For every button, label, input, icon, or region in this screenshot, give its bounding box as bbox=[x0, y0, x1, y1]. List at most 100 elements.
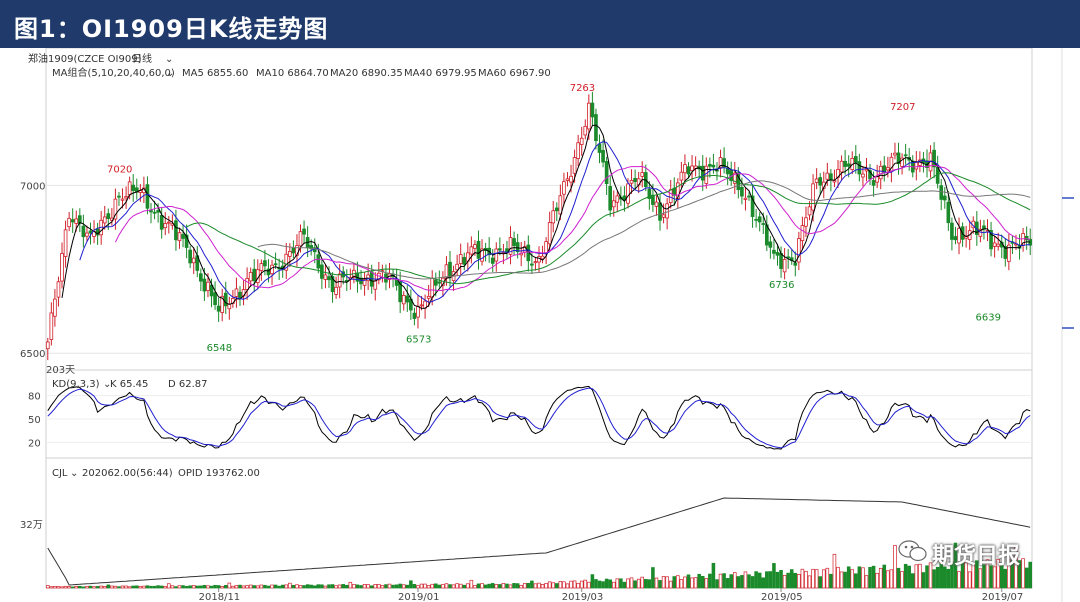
volume-bar bbox=[971, 562, 976, 589]
volume-bar bbox=[238, 584, 242, 589]
volume-bar bbox=[60, 586, 64, 589]
volume-ticks: 32万 bbox=[20, 520, 43, 531]
candle-body bbox=[825, 172, 830, 180]
kd-lines bbox=[47, 385, 1031, 450]
volume-bar bbox=[558, 581, 563, 589]
volume-bar bbox=[636, 578, 641, 589]
candle-body bbox=[661, 214, 666, 218]
volume-bar bbox=[195, 585, 200, 589]
candle-body bbox=[490, 257, 495, 264]
volume-bar bbox=[914, 564, 919, 589]
kd-label[interactable]: KD(9,3,3) bbox=[52, 379, 100, 390]
candle-body bbox=[829, 173, 833, 181]
price-extreme-label: 6548 bbox=[207, 343, 232, 354]
volume-bar bbox=[320, 584, 324, 589]
volume-bar bbox=[106, 584, 111, 589]
volume-bar bbox=[537, 582, 541, 589]
volume-bar bbox=[124, 585, 128, 589]
volume-bar bbox=[377, 583, 381, 589]
volume-bar bbox=[729, 574, 733, 589]
candle-body bbox=[166, 221, 171, 224]
volume-bar bbox=[355, 584, 360, 589]
candle-body bbox=[248, 272, 253, 282]
volume-bar bbox=[918, 563, 922, 589]
vol-label[interactable]: CJL bbox=[52, 468, 68, 479]
volume-bar bbox=[611, 581, 616, 589]
candle-body bbox=[775, 252, 780, 256]
volume-bar bbox=[170, 585, 175, 589]
volume-bar bbox=[1024, 567, 1029, 589]
candle-body bbox=[711, 164, 716, 168]
price-ticks: 7000 6500 bbox=[20, 181, 45, 360]
kd-tick-label: 50 bbox=[28, 415, 41, 426]
volume-bar bbox=[896, 567, 901, 589]
volume-bar bbox=[209, 585, 214, 589]
volume-bar bbox=[526, 582, 531, 589]
volume-bar bbox=[213, 584, 217, 589]
volume-bar bbox=[398, 583, 402, 589]
candle-body bbox=[583, 125, 588, 136]
volume-bar bbox=[206, 585, 210, 589]
volume-bar bbox=[259, 584, 264, 589]
volume-bar bbox=[836, 566, 840, 589]
volume-bar bbox=[273, 584, 278, 589]
volume-bar bbox=[967, 571, 972, 589]
candle-body bbox=[722, 158, 726, 168]
period-label[interactable]: 日线 bbox=[132, 52, 152, 65]
volume-bar bbox=[191, 585, 196, 589]
volume-bar bbox=[725, 578, 730, 589]
volume-bar bbox=[223, 585, 228, 589]
candle-body bbox=[373, 280, 378, 290]
candle-body bbox=[558, 195, 563, 215]
candle-body bbox=[665, 203, 669, 219]
volume-bar bbox=[102, 586, 107, 589]
volume-bar bbox=[829, 573, 833, 589]
candle-body bbox=[284, 253, 289, 271]
volume-bar bbox=[345, 584, 349, 589]
volume-bar bbox=[989, 565, 993, 589]
chart-area: 郑油1909(CZCE OI909) 日线 ⌄ MA组合(5,10,20,40,… bbox=[0, 48, 1080, 602]
candle-body bbox=[67, 217, 71, 228]
volume-bar bbox=[843, 571, 847, 589]
volume-bar bbox=[544, 582, 548, 589]
kd-dropdown-icon[interactable]: ⌄ bbox=[103, 379, 111, 390]
volume-bar bbox=[327, 584, 331, 589]
candle-body bbox=[430, 277, 435, 298]
volume-tick-label: 32万 bbox=[20, 520, 43, 531]
candle-body bbox=[750, 195, 755, 217]
candle-body bbox=[740, 186, 744, 197]
candle-body bbox=[1024, 235, 1029, 241]
volume-bar bbox=[789, 569, 794, 589]
candle-body bbox=[512, 238, 516, 247]
ma-combo-label[interactable]: MA组合(5,10,20,40,60,0) bbox=[52, 66, 175, 79]
ma-line bbox=[186, 172, 1031, 285]
volume-bar bbox=[562, 581, 566, 589]
volume-bar bbox=[569, 580, 573, 589]
symbol-label[interactable]: 郑油1909(CZCE OI909) bbox=[28, 52, 142, 65]
volume-bar bbox=[640, 576, 645, 589]
volume-bar bbox=[608, 579, 612, 589]
x-tick-label: 2018/11 bbox=[199, 592, 241, 602]
vol-dropdown-icon[interactable]: ⌄ bbox=[70, 468, 78, 479]
volume-bar bbox=[134, 585, 139, 589]
candle-body bbox=[85, 232, 89, 237]
volume-bar bbox=[469, 579, 474, 589]
volume-bar bbox=[800, 568, 805, 589]
volume-bar bbox=[280, 584, 285, 589]
volume-bar bbox=[782, 574, 787, 589]
ma-dropdown-icon[interactable]: ⌄ bbox=[166, 68, 174, 79]
candle-body bbox=[540, 255, 545, 260]
period-dropdown-icon[interactable]: ⌄ bbox=[165, 54, 173, 65]
candle-body bbox=[886, 167, 890, 171]
candle-body bbox=[70, 219, 75, 223]
volume-bar bbox=[839, 571, 844, 589]
candle-body bbox=[145, 184, 150, 209]
volume-bar bbox=[754, 571, 758, 589]
volume-bar bbox=[284, 584, 289, 589]
volume-bar bbox=[505, 583, 509, 589]
volume-bar bbox=[462, 584, 467, 589]
candle-body bbox=[53, 298, 57, 317]
volume-bar bbox=[700, 575, 705, 589]
volume-bar bbox=[480, 583, 484, 589]
volume-bar bbox=[152, 585, 157, 589]
